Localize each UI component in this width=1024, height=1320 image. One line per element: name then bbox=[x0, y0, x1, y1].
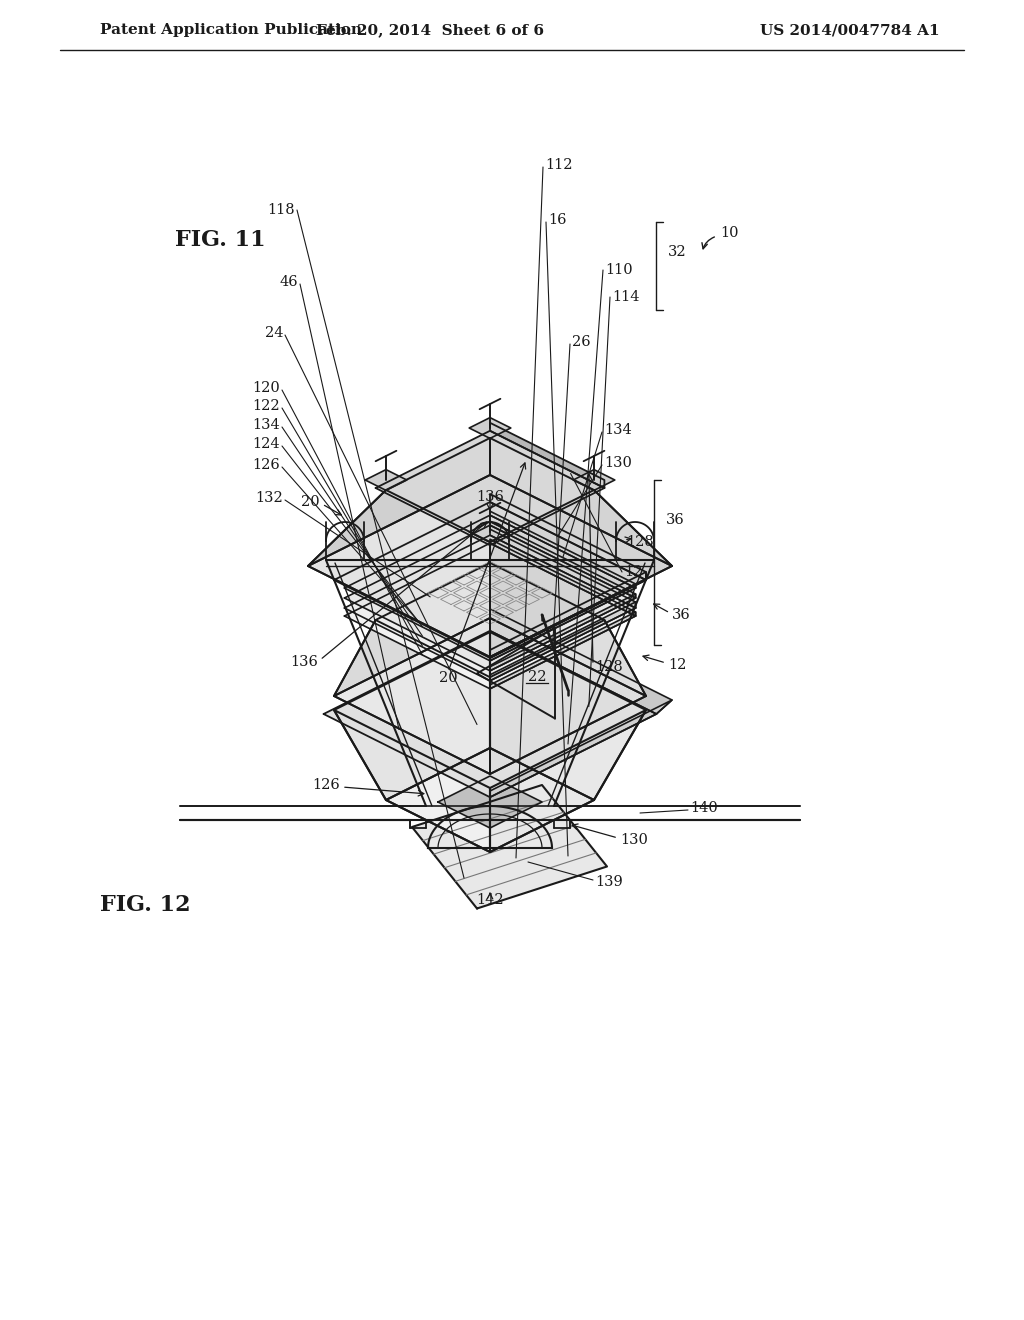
Text: 36: 36 bbox=[672, 609, 691, 622]
Text: 130: 130 bbox=[604, 455, 632, 470]
Polygon shape bbox=[490, 700, 672, 797]
Text: 112: 112 bbox=[545, 158, 572, 172]
Text: 136: 136 bbox=[290, 655, 318, 669]
Text: 140: 140 bbox=[690, 801, 718, 814]
Polygon shape bbox=[334, 562, 490, 696]
Polygon shape bbox=[334, 632, 490, 800]
Text: 22: 22 bbox=[527, 669, 546, 684]
Text: 36: 36 bbox=[666, 513, 685, 527]
Polygon shape bbox=[477, 627, 555, 718]
Polygon shape bbox=[490, 612, 636, 689]
Polygon shape bbox=[376, 430, 604, 545]
Polygon shape bbox=[334, 710, 490, 851]
Polygon shape bbox=[490, 583, 636, 661]
Text: 20: 20 bbox=[438, 671, 458, 685]
Text: 134: 134 bbox=[252, 418, 280, 432]
Polygon shape bbox=[490, 539, 636, 616]
Polygon shape bbox=[490, 572, 646, 657]
Polygon shape bbox=[490, 438, 672, 566]
Polygon shape bbox=[490, 422, 604, 488]
Polygon shape bbox=[308, 475, 672, 657]
Polygon shape bbox=[324, 631, 656, 797]
Text: 46: 46 bbox=[280, 275, 298, 289]
Text: 118: 118 bbox=[267, 203, 295, 216]
Text: 10: 10 bbox=[720, 226, 738, 240]
Polygon shape bbox=[490, 710, 646, 851]
Polygon shape bbox=[438, 776, 542, 828]
Text: Patent Application Publication: Patent Application Publication bbox=[100, 22, 362, 37]
Text: 136: 136 bbox=[476, 490, 504, 504]
Polygon shape bbox=[490, 562, 646, 696]
Polygon shape bbox=[490, 490, 672, 657]
Text: US 2014/0047784 A1: US 2014/0047784 A1 bbox=[760, 22, 940, 37]
Polygon shape bbox=[490, 494, 646, 579]
Polygon shape bbox=[334, 618, 646, 774]
Polygon shape bbox=[344, 544, 636, 689]
Polygon shape bbox=[344, 515, 636, 661]
Text: FIG. 11: FIG. 11 bbox=[175, 228, 265, 251]
Polygon shape bbox=[490, 620, 646, 774]
Polygon shape bbox=[412, 785, 607, 908]
Text: 114: 114 bbox=[612, 290, 640, 304]
Text: 110: 110 bbox=[605, 263, 633, 277]
Text: 134: 134 bbox=[604, 422, 632, 437]
Polygon shape bbox=[490, 521, 636, 598]
Text: 128: 128 bbox=[595, 660, 623, 675]
Polygon shape bbox=[490, 529, 636, 609]
Polygon shape bbox=[490, 602, 636, 681]
Polygon shape bbox=[469, 417, 511, 438]
Text: 139: 139 bbox=[595, 875, 623, 888]
Polygon shape bbox=[573, 470, 614, 491]
Polygon shape bbox=[344, 535, 636, 681]
Polygon shape bbox=[334, 620, 490, 774]
Text: 20: 20 bbox=[301, 495, 319, 510]
Text: 132: 132 bbox=[255, 491, 283, 506]
Text: 126: 126 bbox=[252, 458, 280, 473]
Polygon shape bbox=[366, 470, 407, 491]
Polygon shape bbox=[386, 748, 594, 851]
Text: 130: 130 bbox=[620, 833, 648, 847]
Text: 32: 32 bbox=[668, 246, 687, 259]
Text: 126: 126 bbox=[312, 777, 340, 792]
Text: 122: 122 bbox=[252, 399, 280, 413]
Text: 128: 128 bbox=[626, 535, 653, 549]
Text: FIG. 12: FIG. 12 bbox=[100, 894, 190, 916]
Text: 120: 120 bbox=[252, 381, 280, 395]
Polygon shape bbox=[308, 438, 490, 566]
Polygon shape bbox=[490, 632, 646, 800]
Text: 124: 124 bbox=[252, 437, 280, 451]
Text: 26: 26 bbox=[572, 335, 591, 348]
Text: Feb. 20, 2014  Sheet 6 of 6: Feb. 20, 2014 Sheet 6 of 6 bbox=[316, 22, 544, 37]
Polygon shape bbox=[344, 525, 636, 671]
Polygon shape bbox=[469, 521, 511, 543]
Polygon shape bbox=[334, 502, 646, 657]
Text: 12: 12 bbox=[668, 657, 686, 672]
Text: 142: 142 bbox=[476, 894, 504, 907]
Polygon shape bbox=[490, 594, 636, 671]
Polygon shape bbox=[490, 511, 636, 587]
Text: 16: 16 bbox=[548, 213, 566, 227]
Polygon shape bbox=[308, 490, 490, 657]
Text: 12: 12 bbox=[624, 565, 642, 579]
Text: 24: 24 bbox=[264, 326, 283, 341]
Polygon shape bbox=[490, 609, 672, 714]
